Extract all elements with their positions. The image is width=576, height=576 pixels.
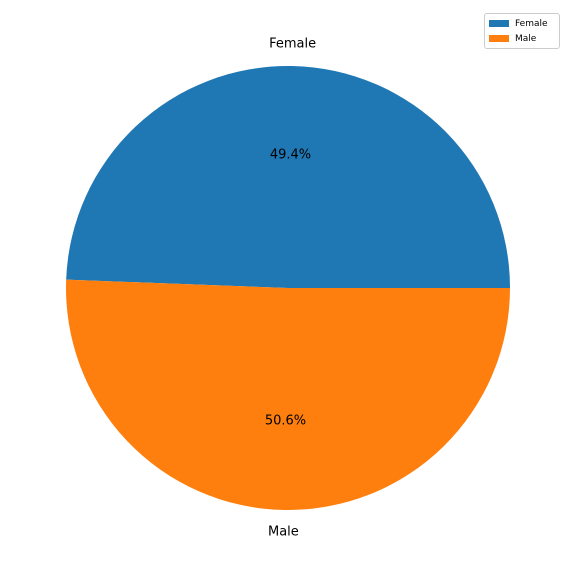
- legend-label-female: Female: [515, 18, 548, 29]
- slice-label-female: Female: [269, 36, 316, 51]
- pie-slice-female: [66, 66, 510, 288]
- legend-swatch-male: [489, 35, 509, 42]
- legend-entry-female: Female: [489, 16, 559, 31]
- slice-label-male: Male: [268, 525, 299, 540]
- slice-percent-female: 49.4%: [270, 147, 311, 162]
- pie-labels: Female 49.4% Male 50.6%: [265, 36, 316, 539]
- slice-percent-male: 50.6%: [265, 414, 306, 429]
- chart-legend: Female Male: [484, 13, 560, 49]
- pie-slices: [65, 66, 511, 511]
- legend-label-male: Male: [515, 33, 537, 44]
- pie-slice-male: [65, 279, 511, 511]
- legend-entry-male: Male: [489, 31, 559, 46]
- legend-swatch-female: [489, 20, 509, 27]
